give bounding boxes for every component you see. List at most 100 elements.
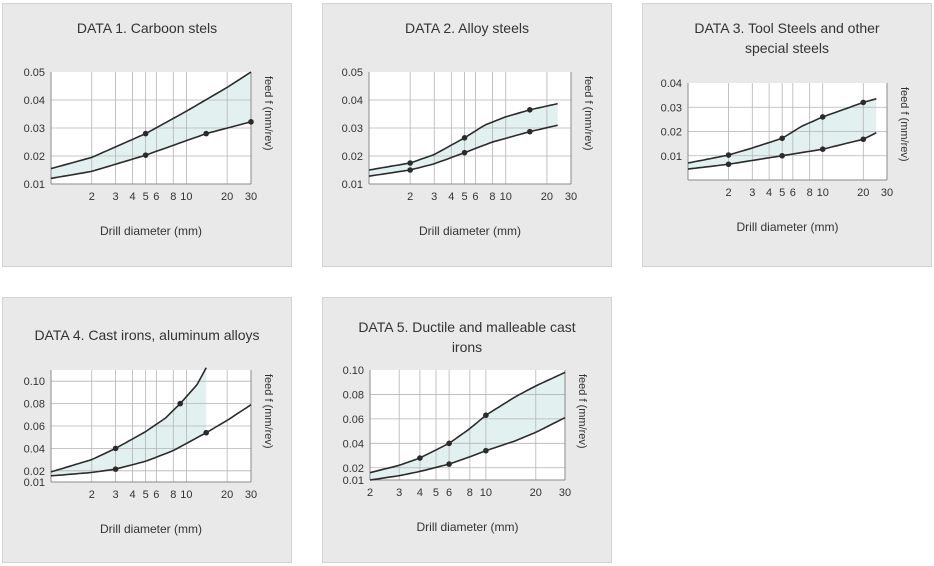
data-point-marker <box>203 130 209 137</box>
chart-panel-3: DATA 3. Tool Steels and other special st… <box>642 3 932 267</box>
x-tick-label: 20 <box>541 191 553 203</box>
chart-panel-2: DATA 2. Alloy steels 2 3 4 5 6 8 10 20 30 0.01 0.0… <box>322 3 612 267</box>
x-tick-label: 20 <box>221 191 233 203</box>
shaded-band <box>688 98 877 170</box>
y-tick-label: 0.03 <box>342 123 363 135</box>
y-axis-label: feed f (mm/rev) <box>898 87 910 162</box>
y-tick-label: 0.01 <box>24 477 45 489</box>
chart-panel-1: DATA 1. Carboon stels 2 3 4 5 6 8 10 20 30 0.01 0.… <box>2 3 292 267</box>
x-tick-label: 3 <box>396 487 402 499</box>
data-point-marker <box>203 429 209 436</box>
y-axis-label: feed f (mm/rev) <box>576 374 588 449</box>
x-tick-label: 8 <box>170 191 176 203</box>
data-point-marker <box>142 130 149 137</box>
data-point-marker <box>407 167 413 173</box>
y-tick-label: 0.02 <box>24 466 45 478</box>
x-tick-label: 8 <box>489 191 495 203</box>
x-tick-label: 2 <box>367 487 373 499</box>
x-tick-label: 4 <box>129 489 135 501</box>
chart-plot: 2 3 4 5 6 8 10 20 30 0.01 0.02 0.03 0.04 0.05 Drill di… <box>24 67 274 238</box>
y-tick-label: 0.01 <box>342 179 363 191</box>
x-tick-label: 3 <box>749 187 755 199</box>
x-tick-label: 3 <box>113 489 119 501</box>
x-tick-label: 5 <box>462 191 468 203</box>
x-tick-label: 6 <box>153 191 159 203</box>
x-tick-label: 10 <box>180 191 192 203</box>
x-tick-label: 5 <box>143 191 149 203</box>
x-tick-label: 20 <box>530 487 542 499</box>
y-tick-label: 0.04 <box>342 95 363 107</box>
data-point-marker <box>446 440 452 447</box>
x-axis-label: Drill diameter (mm) <box>419 224 521 238</box>
chart-title: DATA 4. Cast irons, aluminum alloys <box>34 327 260 343</box>
y-tick-label: 0.02 <box>661 127 682 139</box>
data-point-marker <box>483 412 489 419</box>
y-tick-label: 0.03 <box>661 102 682 114</box>
y-tick-label: 0.04 <box>24 443 45 455</box>
x-tick-label: 30 <box>245 489 257 501</box>
x-tick-label: 30 <box>565 191 577 203</box>
x-tick-label: 4 <box>766 187 772 199</box>
data-point-marker <box>779 135 785 142</box>
x-axis-label: Drill diameter (mm) <box>737 220 839 234</box>
x-tick-label: 10 <box>180 489 192 501</box>
x-tick-label: 4 <box>129 191 135 203</box>
data-point-marker <box>461 149 468 156</box>
y-axis-label: feed f (mm/rev) <box>262 76 274 151</box>
chart-plot: 2 3 4 5 6 8 10 20 300.010.020.040.060.080.10Dril… <box>24 367 274 536</box>
chart-title: DATA 2. Alloy steels <box>405 20 529 36</box>
data-point-marker <box>483 447 489 454</box>
y-tick-label: 0.10 <box>24 376 45 388</box>
chart-panel-5: DATA 5. Ductile and malleable cast irons… <box>322 297 612 563</box>
chart-plot: 2 3 4 5 6 8 10 20 30 0.01 0.02 0.03 0.04 Drill diamet… <box>661 78 910 234</box>
data-point-marker <box>725 161 732 168</box>
chart-title: DATA 1. Carboon stels <box>76 20 218 36</box>
x-tick-label: 6 <box>153 489 159 501</box>
x-tick-label: 6 <box>472 191 478 203</box>
y-tick-label: 0.04 <box>24 95 45 107</box>
x-tick-label: 2 <box>407 191 413 203</box>
y-tick-label: 0.06 <box>24 421 45 433</box>
y-axis-label: feed f (mm/rev) <box>582 76 594 151</box>
y-tick-label: 0.04 <box>343 438 364 450</box>
data-point-marker <box>446 461 452 467</box>
y-tick-label: 0.03 <box>24 123 45 135</box>
x-tick-label: 10 <box>500 191 512 203</box>
data-point-marker <box>112 466 119 472</box>
data-point-marker <box>142 152 149 158</box>
chart-title: DATA 5. Ductile and malleable cast irons <box>358 319 576 355</box>
x-tick-label: 10 <box>480 487 492 499</box>
x-tick-label: 8 <box>807 187 813 199</box>
lower-feed-line <box>369 416 566 481</box>
upper-feed-line <box>369 371 566 474</box>
x-tick-label: 30 <box>245 191 257 203</box>
y-tick-label: 0.02 <box>342 151 363 163</box>
lower-feed-line <box>50 121 252 180</box>
x-tick-label: 4 <box>448 191 454 203</box>
x-tick-label: 3 <box>113 191 119 203</box>
x-tick-label: 5 <box>779 187 785 199</box>
data-point-marker <box>779 152 785 159</box>
shaded-band <box>370 372 565 480</box>
upper-feed-line <box>50 71 252 170</box>
y-tick-label: 0.01 <box>24 179 45 191</box>
x-tick-label: 20 <box>857 187 869 199</box>
data-point-marker <box>819 146 826 153</box>
data-point-marker <box>112 445 119 452</box>
chart-plot: 2 3 4 5 6 8 10 20 300.010.020.040.060.080.10Dril… <box>343 365 588 534</box>
x-axis-label: Drill diameter (mm) <box>417 520 519 534</box>
x-tick-label: 30 <box>559 487 571 499</box>
data-point-marker <box>177 400 184 407</box>
chart-plot: 2 3 4 5 6 8 10 20 30 0.01 0.02 0.03 0.04 0.05 Drill di… <box>342 67 594 238</box>
x-tick-label: 8 <box>170 489 176 501</box>
data-point-marker <box>725 152 732 158</box>
data-point-marker <box>527 128 533 135</box>
x-tick-label: 3 <box>431 191 437 203</box>
x-tick-label: 2 <box>725 187 731 199</box>
x-tick-label: 5 <box>143 489 149 501</box>
x-tick-label: 10 <box>817 187 829 199</box>
chart-title: DATA 3. Tool Steels and other special st… <box>694 20 880 56</box>
y-tick-label: 0.10 <box>343 365 364 377</box>
data-point-marker <box>248 119 254 125</box>
